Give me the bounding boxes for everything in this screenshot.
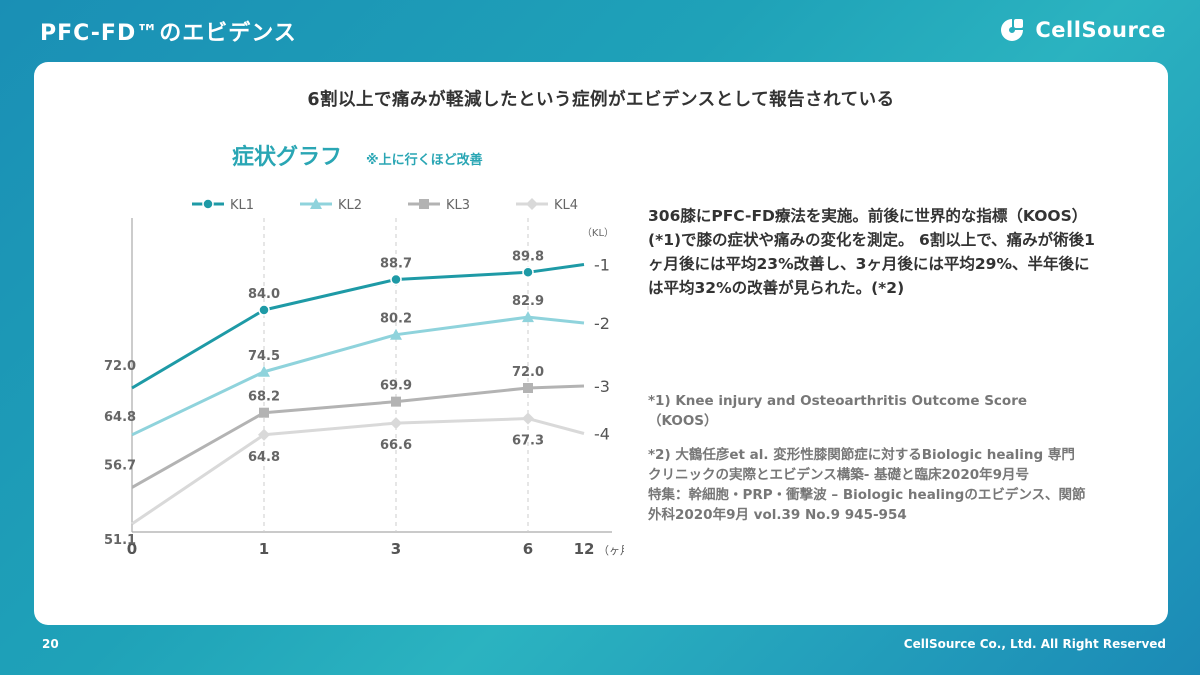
data-label-kl4-0: 51.1	[104, 533, 136, 548]
footnote-2: *2) 大鶴任彦et al. 変形性膝関節症に対するBiologic heali…	[648, 447, 1075, 483]
legend-label-kl2: KL2	[338, 198, 362, 213]
data-point-kl1-3	[522, 266, 534, 279]
legend-marker-kl4	[526, 198, 538, 210]
headline: 6割以上で痛みが軽減したという症例がエビデンスとして報告されている	[307, 90, 895, 110]
data-point-kl3-1	[259, 407, 269, 418]
series-end-label-kl2: -2	[594, 314, 610, 333]
data-point-kl2-1	[258, 365, 270, 377]
series-end-label-kl1: -1	[594, 256, 610, 275]
data-point-kl4-1	[258, 428, 270, 441]
footnote-2-continued: 特集：幹細胞・PRP・衝撃波 – Biologic healingのエビデンス、…	[648, 487, 1086, 523]
logo-text: CellSource	[1035, 18, 1166, 42]
data-label-kl3-2: 69.9	[380, 379, 412, 394]
data-point-kl2-2	[390, 328, 402, 340]
symptom-chart: 症状グラフ ※上に行くほど改善 KL1 KL2 KL3 KL4 0 1 3 6 12（ヶ月） （KL）…	[104, 144, 624, 558]
data-label-kl3-0: 56.7	[104, 458, 136, 473]
right-axis-label: （KL）	[582, 227, 614, 239]
legend-marker-kl3	[419, 199, 429, 209]
x-tick-1: 1	[259, 540, 269, 558]
legend-label-kl3: KL3	[446, 198, 470, 213]
legend-marker-kl2	[310, 198, 322, 209]
data-label-kl4-3: 67.3	[512, 434, 544, 449]
x-unit-label: （ヶ月）	[598, 544, 624, 557]
data-label-kl2-2: 80.2	[380, 312, 412, 327]
series-end-label-kl4: -4	[594, 425, 610, 444]
data-point-kl1-2	[390, 273, 402, 286]
data-point-kl4-2	[390, 417, 402, 430]
chart-subtitle: ※上に行くほど改善	[366, 152, 483, 168]
data-label-kl2-1: 74.5	[248, 349, 280, 364]
data-label-kl1-2: 88.7	[380, 256, 412, 271]
content-card: 6割以上で痛みが軽減したという症例がエビデンスとして報告されている 症状グラフ ※…	[34, 62, 1168, 625]
legend-label-kl1: KL1	[230, 198, 254, 213]
data-label-kl2-3: 82.9	[512, 294, 544, 309]
data-label-kl3-1: 68.2	[248, 390, 280, 405]
legend-marker-kl1	[202, 198, 214, 210]
data-point-kl1-1	[258, 304, 270, 316]
data-point-kl3-2	[391, 396, 401, 407]
data-point-kl4-3	[522, 412, 534, 425]
data-label-kl4-2: 66.6	[380, 438, 412, 453]
data-label-kl1-1: 84.0	[248, 287, 280, 302]
data-label-kl3-3: 72.0	[512, 365, 544, 380]
footnotes: *1) Knee injury and Osteoarthritis Outco…	[648, 391, 1088, 525]
data-label-kl1-3: 89.8	[512, 249, 544, 264]
cellsource-logo-icon	[1001, 19, 1024, 41]
footnote-1: *1) Knee injury and Osteoarthritis Outco…	[648, 393, 1028, 429]
slide-title: PFC-FD™のエビデンス	[40, 21, 297, 46]
data-label-kl1-0: 72.0	[104, 359, 136, 374]
x-tick-12: 12	[574, 540, 595, 558]
legend-label-kl4: KL4	[554, 198, 578, 213]
page-number: 20	[42, 637, 59, 651]
chart-title: 症状グラフ	[232, 144, 342, 170]
x-tick-3: 3	[391, 540, 401, 558]
data-point-kl2-3	[522, 311, 534, 323]
summary-text: 306膝にPFC-FD療法を実施。前後に世界的な指標（KOOS）(*1)で膝の症…	[648, 207, 1095, 297]
series-end-label-kl3: -3	[594, 377, 610, 396]
data-label-kl4-1: 64.8	[248, 450, 280, 465]
x-tick-0: 0	[127, 540, 137, 558]
x-tick-6: 6	[523, 540, 533, 558]
brand-logo: CellSource	[999, 17, 1166, 43]
data-point-kl3-3	[523, 383, 533, 393]
data-label-kl2-0: 64.8	[104, 410, 136, 425]
copyright: CellSource Co., Ltd. All Right Reserved	[903, 637, 1166, 651]
